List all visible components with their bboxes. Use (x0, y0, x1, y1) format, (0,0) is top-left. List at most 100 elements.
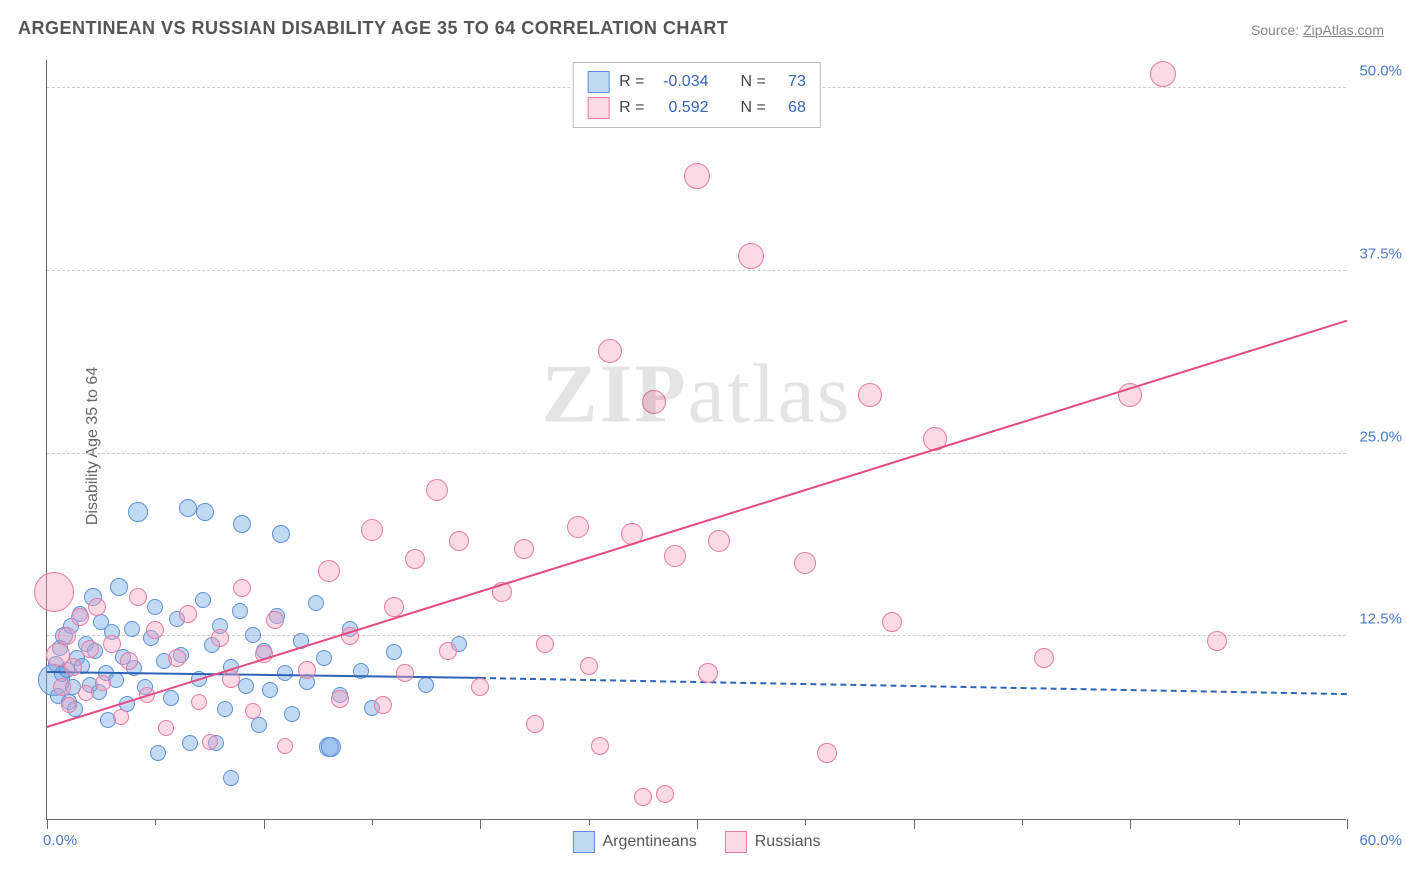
n-value: 68 (776, 99, 806, 117)
x-tick (47, 819, 48, 829)
chart-title: ARGENTINEAN VS RUSSIAN DISABILITY AGE 35… (18, 18, 728, 39)
data-point (426, 479, 448, 501)
data-point (34, 572, 74, 612)
data-point (386, 644, 402, 660)
data-point (308, 595, 324, 611)
r-value: -0.034 (655, 73, 709, 91)
n-value: 73 (776, 73, 806, 91)
data-point (882, 612, 902, 632)
legend-row: R =-0.034N =73 (587, 69, 806, 95)
data-point (103, 635, 121, 653)
data-point (168, 649, 186, 667)
legend-swatch (572, 831, 594, 853)
data-point (738, 243, 764, 269)
x-tick (1022, 819, 1023, 825)
x-min-label: 0.0% (43, 832, 77, 849)
data-point (196, 503, 214, 521)
data-point (642, 390, 666, 414)
data-point (634, 788, 652, 806)
data-point (817, 743, 837, 763)
data-point (95, 675, 111, 691)
source-link[interactable]: ZipAtlas.com (1303, 22, 1384, 38)
x-tick (155, 819, 156, 825)
legend-swatch (587, 97, 609, 119)
data-point (272, 525, 290, 543)
data-point (284, 706, 300, 722)
data-point (439, 642, 457, 660)
source-attribution: Source: ZipAtlas.com (1251, 22, 1384, 38)
data-point (233, 515, 251, 533)
x-tick (1130, 819, 1131, 829)
data-point (321, 737, 341, 757)
data-point (1207, 631, 1227, 651)
data-point (58, 627, 76, 645)
data-point (195, 592, 211, 608)
data-point (81, 640, 99, 658)
data-point (384, 597, 404, 617)
data-point (202, 734, 218, 750)
n-label: N = (741, 99, 766, 117)
x-max-label: 60.0% (1359, 832, 1402, 849)
data-point (536, 635, 554, 653)
legend-item: Argentineans (572, 831, 696, 853)
data-point (163, 690, 179, 706)
data-point (580, 657, 598, 675)
gridline (47, 635, 1346, 636)
legend-swatch (725, 831, 747, 853)
x-tick (372, 819, 373, 825)
data-point (217, 701, 233, 717)
chart-container: ARGENTINEAN VS RUSSIAN DISABILITY AGE 35… (0, 0, 1406, 892)
x-tick (805, 819, 806, 825)
data-point (277, 665, 293, 681)
legend-row: R =0.592N =68 (587, 95, 806, 121)
data-point (158, 720, 174, 736)
data-point (316, 650, 332, 666)
watermark: ZIPatlas (542, 345, 852, 442)
data-point (1150, 61, 1176, 87)
data-point (128, 502, 148, 522)
data-point (113, 709, 129, 725)
data-point (88, 598, 106, 616)
legend-item: Russians (725, 831, 821, 853)
data-point (266, 611, 284, 629)
data-point (71, 608, 89, 626)
data-point (64, 658, 82, 676)
data-point (124, 621, 140, 637)
data-point (598, 339, 622, 363)
data-point (78, 685, 94, 701)
data-point (567, 516, 589, 538)
n-label: N = (741, 73, 766, 91)
data-point (211, 629, 229, 647)
x-tick (1347, 819, 1348, 829)
data-point (53, 678, 71, 696)
data-point (858, 383, 882, 407)
data-point (318, 560, 340, 582)
data-point (150, 745, 166, 761)
data-point (146, 621, 164, 639)
series-legend: Argentineans Russians (572, 831, 820, 853)
data-point (245, 627, 261, 643)
gridline (47, 453, 1346, 454)
x-tick (697, 819, 698, 829)
data-point (262, 682, 278, 698)
data-point (179, 605, 197, 623)
data-point (251, 717, 267, 733)
data-point (526, 715, 544, 733)
data-point (1034, 648, 1054, 668)
data-point (374, 696, 392, 714)
x-tick (480, 819, 481, 829)
data-point (232, 603, 248, 619)
data-point (233, 579, 251, 597)
source-prefix: Source: (1251, 22, 1303, 38)
data-point (331, 690, 349, 708)
data-point (656, 785, 674, 803)
data-point (794, 552, 816, 574)
data-point (147, 599, 163, 615)
data-point (396, 664, 414, 682)
data-point (591, 737, 609, 755)
data-point (684, 163, 710, 189)
x-tick (589, 819, 590, 825)
data-point (129, 588, 147, 606)
data-point (698, 663, 718, 683)
data-point (182, 735, 198, 751)
